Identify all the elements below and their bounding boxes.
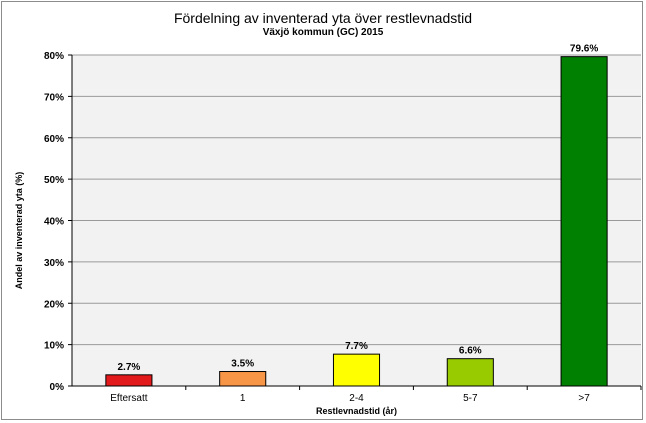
bar: [332, 353, 381, 387]
y-axis-label: Andel av inventerad yta (%): [14, 172, 24, 290]
x-category-label: 5-7: [463, 393, 478, 404]
data-label: 6.6%: [459, 346, 482, 357]
x-category-label: 2-4: [349, 393, 364, 404]
data-labels: 2.7% 3.5% 7.7% 6.6% 79.6%: [118, 44, 599, 373]
y-tick-label: 70%: [44, 92, 64, 103]
y-tick-label: 10%: [44, 341, 64, 352]
x-axis-label: Restlevnadstid (år): [316, 406, 397, 416]
bar: [105, 374, 153, 387]
y-tick-labels: 0% 10% 20% 30% 40% 50% 60% 70% 80%: [44, 51, 64, 393]
y-tick-label: 80%: [44, 51, 64, 62]
y-tick-label: 20%: [44, 299, 64, 310]
bar: [560, 56, 608, 387]
y-tick-label: 40%: [44, 217, 64, 228]
data-label: 3.5%: [231, 359, 254, 370]
bars: [105, 56, 608, 387]
x-category-labels: Eftersatt 1 2-4 5-7 >7: [110, 393, 590, 404]
chart-title: Fördelning av inventerad yta över restle…: [173, 10, 473, 26]
y-tick-label: 30%: [44, 258, 64, 269]
data-label: 79.6%: [570, 44, 598, 55]
data-label: 2.7%: [118, 362, 141, 373]
bar: [219, 371, 267, 387]
x-category-label: 1: [240, 393, 246, 404]
chart-subtitle: Växjö kommun (GC) 2015: [262, 27, 384, 38]
y-tick-label: 50%: [44, 175, 64, 186]
x-category-label: Eftersatt: [110, 393, 147, 404]
data-label: 7.7%: [345, 341, 368, 352]
bar: [446, 358, 494, 387]
y-tick-label: 0%: [50, 382, 65, 393]
gridlines: [68, 54, 642, 390]
x-category-label: >7: [578, 393, 590, 404]
y-tick-label: 60%: [44, 134, 64, 145]
